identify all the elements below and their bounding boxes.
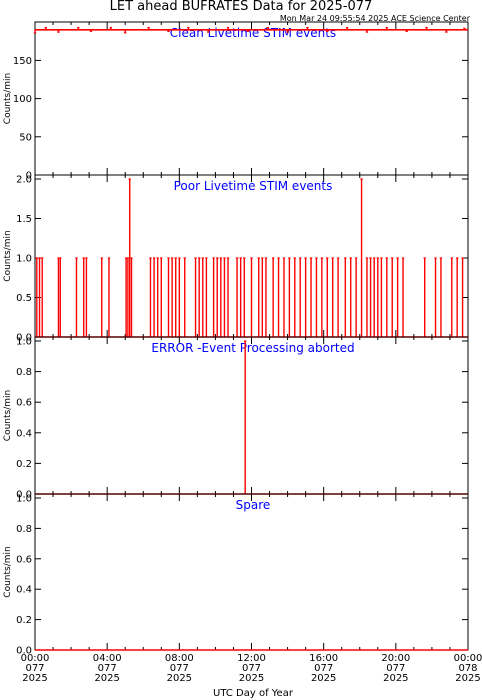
x-tick-label: 2025 [22,673,47,684]
x-tick-label: 078 [458,663,477,674]
panel-title: Spare [236,498,271,512]
panel-frame-1 [34,21,469,176]
y-tick-label: 2.0 [16,175,32,186]
y-axis-label: Counts/min [3,73,13,124]
x-tick-label: 08:00 [165,653,194,664]
x-tick-label: 077 [98,663,117,674]
y-tick-label: 50 [19,132,32,143]
x-tick-label: 2025 [383,673,408,684]
y-tick-label: 150 [13,56,32,67]
chart-title: LET ahead BUFRATES Data for 2025-077 [109,0,373,14]
y-tick-label: 0.0 [16,646,32,657]
x-tick-label: 077 [170,663,189,674]
x-axis-label: UTC Day of Year [213,688,294,699]
x-tick-label: 16:00 [309,653,338,664]
x-tick-label: 077 [25,663,44,674]
y-axis-label: Counts/min [3,546,13,597]
y-tick-label: 0 [26,171,32,182]
timestamp-label: Mon Mar 24 09:55:54 2025 ACE Science Cen… [279,14,470,23]
x-tick-label: 2025 [311,673,336,684]
x-tick-label: 12:00 [237,653,266,664]
y-axis-label: Counts/min [3,230,13,281]
y-tick-label: 1.5 [16,214,32,225]
y-tick-label: 0.0 [16,490,32,501]
panel-frame-4 [34,493,469,651]
x-tick-label: 077 [314,663,333,674]
y-tick-label: 0.5 [16,293,32,304]
y-tick-label: 1.0 [16,337,32,348]
x-tick-label: 077 [242,663,261,674]
y-tick-label: 0.8 [16,524,32,535]
y-tick-label: 100 [13,94,32,105]
panel-frame-3 [34,336,469,495]
y-tick-label: 0.2 [16,615,32,626]
x-tick-label: 2025 [167,673,192,684]
x-tick-label: 2025 [455,673,480,684]
y-tick-label: 0.6 [16,554,32,565]
y-tick-label: 1.0 [16,254,32,265]
y-tick-label: 0.4 [16,585,32,596]
x-tick-label: 20:00 [381,653,410,664]
x-tick-label: 077 [386,663,405,674]
y-tick-label: 0.8 [16,367,32,378]
y-tick-label: 0.2 [16,459,32,470]
x-tick-label: 2025 [239,673,264,684]
y-tick-label: 0.0 [16,333,32,344]
x-tick-label: 00:00 [454,653,482,664]
y-axis-label: Counts/min [3,390,13,441]
panel-title: Poor Livetime STIM events [174,179,333,193]
y-tick-label: 0.6 [16,398,32,409]
x-tick-label: 2025 [94,673,119,684]
x-tick-label: 00:00 [21,653,50,664]
y-tick-label: 1.0 [16,494,32,505]
panel-title: ERROR -Event Processing aborted [151,341,354,355]
panel-title: Clean Livetime STIM events [170,26,336,40]
y-tick-label: 0.4 [16,428,32,439]
x-tick-label: 04:00 [93,653,122,664]
